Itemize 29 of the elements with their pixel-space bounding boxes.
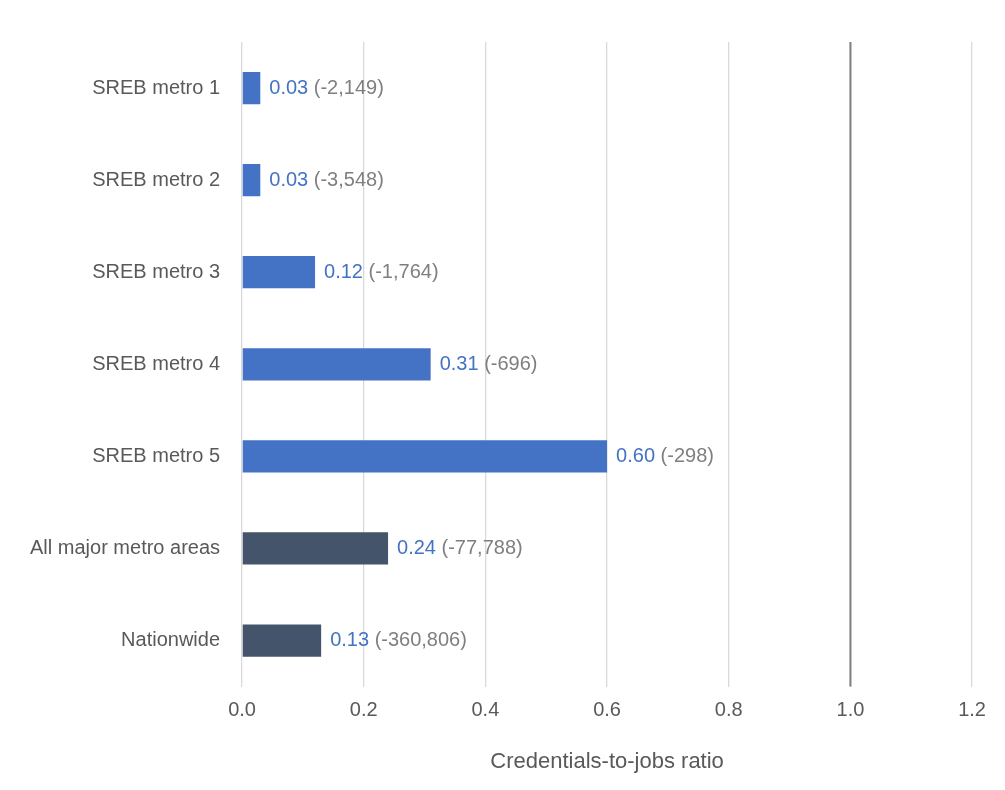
y-tick-label: All major metro areas: [30, 535, 221, 558]
x-tick-label: 0.0: [228, 698, 256, 721]
x-tick-label: 0.4: [471, 698, 500, 721]
data-label: 0.60 (-298): [616, 443, 714, 466]
bar: [242, 440, 608, 473]
x-axis-title: Credentials-to-jobs ratio: [490, 747, 724, 773]
x-tick-label: 1.2: [958, 698, 986, 721]
data-label: 0.03 (-3,548): [269, 167, 384, 190]
bar: [242, 164, 261, 197]
y-tick-label: SREB metro 1: [92, 75, 221, 98]
data-label: 0.31 (-696): [439, 351, 538, 374]
data-label: 0.13 (-360,806): [330, 628, 467, 651]
y-tick-label: SREB metro 3: [92, 259, 221, 282]
bar: [242, 624, 322, 657]
data-label: 0.12 (-1,764): [324, 259, 439, 282]
y-tick-label: Nationwide: [121, 628, 221, 651]
x-tick-label: 1.0: [836, 698, 865, 721]
y-tick-label: SREB metro 4: [92, 351, 221, 374]
bar: [242, 256, 316, 289]
bar: [242, 532, 389, 565]
bar: [242, 348, 431, 381]
x-tick-label: 0.2: [349, 698, 378, 721]
y-tick-label: SREB metro 2: [92, 167, 221, 190]
bar: [242, 71, 261, 105]
y-tick-label: SREB metro 5: [92, 443, 221, 466]
x-tick-label: 0.8: [714, 698, 743, 721]
data-label: 0.24 (-77,788): [397, 535, 523, 558]
data-label: 0.03 (-2,149): [269, 75, 384, 98]
x-tick-label: 0.6: [593, 698, 621, 721]
